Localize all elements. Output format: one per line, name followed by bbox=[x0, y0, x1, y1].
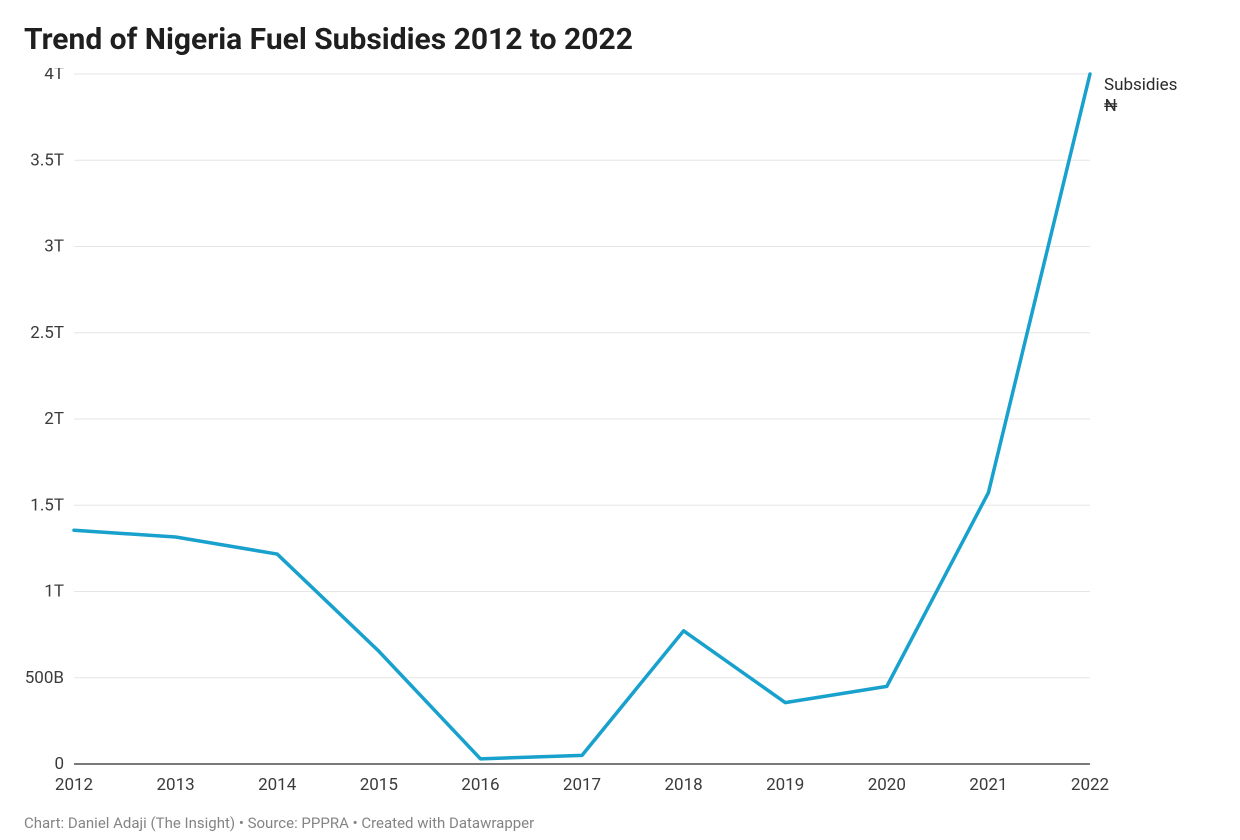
x-tick-label: 2013 bbox=[156, 775, 194, 795]
x-tick-label: 2016 bbox=[461, 775, 499, 795]
series-label: Subsidies bbox=[1104, 75, 1177, 95]
x-tick-label: 2015 bbox=[360, 775, 398, 795]
y-tick-label: 2.5T bbox=[30, 323, 64, 343]
chart-title: Trend of Nigeria Fuel Subsidies 2012 to … bbox=[24, 22, 1220, 58]
y-tick-label: 3.5T bbox=[30, 150, 64, 170]
y-tick-label: 1T bbox=[44, 582, 64, 602]
x-tick-label: 2020 bbox=[868, 775, 906, 795]
y-tick-label: 500B bbox=[25, 668, 64, 688]
y-tick-label: 0 bbox=[54, 754, 64, 774]
x-tick-label: 2017 bbox=[563, 775, 601, 795]
y-tick-label: 3T bbox=[44, 237, 64, 257]
chart-container: Trend of Nigeria Fuel Subsidies 2012 to … bbox=[0, 0, 1240, 840]
series-line-subsidies bbox=[74, 74, 1090, 759]
y-tick-label: 4T bbox=[44, 68, 64, 84]
x-tick-label: 2014 bbox=[258, 775, 297, 795]
series-label-unit: ₦ bbox=[1104, 96, 1118, 116]
x-tick-label: 2021 bbox=[969, 775, 1007, 795]
x-tick-label: 2019 bbox=[766, 775, 804, 795]
line-chart: 0 500B 1T 1.5T 2T 2.5T 3T 3.5T 4T 2012 2013 2014 201… bbox=[24, 68, 1220, 804]
x-tick-label: 2022 bbox=[1071, 775, 1109, 795]
y-tick-label: 2T bbox=[44, 409, 64, 429]
x-tick-label: 2018 bbox=[664, 775, 702, 795]
y-tick-label: 1.5T bbox=[30, 495, 64, 515]
chart-footer: Chart: Daniel Adaji (The Insight) • Sour… bbox=[24, 814, 1220, 832]
x-tick-label: 2012 bbox=[55, 775, 93, 795]
